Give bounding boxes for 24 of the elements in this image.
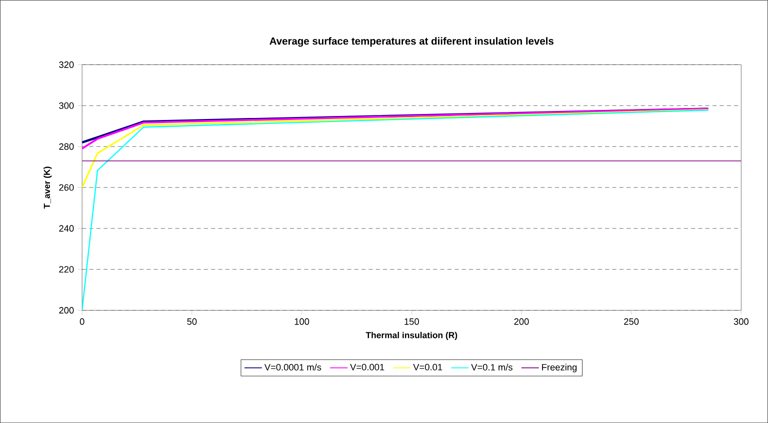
chart-title: Average surface temperatures at diiferent insulation levels	[270, 37, 554, 47]
line-series	[82, 108, 709, 188]
y-tick-label: 220	[59, 266, 74, 273]
y-tick-label: 260	[59, 184, 74, 191]
x-tick-label: 0	[80, 318, 84, 325]
x-tick-label: 150	[404, 318, 419, 325]
legend-label: V=0.01	[413, 364, 442, 370]
legend-label: Freezing	[542, 364, 577, 372]
x-axis-title: Thermal insulation (R)	[366, 332, 458, 340]
y-tick-label: 320	[59, 61, 74, 68]
y-tick-label: 280	[59, 143, 74, 150]
line-series	[82, 109, 709, 310]
y-tick-label: 240	[59, 225, 74, 232]
x-tick-label: 250	[624, 318, 639, 325]
legend-label: V=0.001	[350, 364, 384, 370]
y-axis-title: T_aver (K)	[44, 166, 52, 209]
x-tick-label: 100	[294, 318, 310, 325]
x-tick-label: 50	[187, 318, 197, 325]
y-tick-label: 200	[59, 307, 74, 314]
x-tick-label: 200	[514, 318, 529, 325]
y-tick-label: 300	[59, 102, 74, 109]
x-tick-label: 300	[734, 318, 749, 325]
legend-label: V=0.0001 m/s	[264, 364, 322, 370]
legend-label: V=0.1 m/s	[471, 364, 512, 370]
